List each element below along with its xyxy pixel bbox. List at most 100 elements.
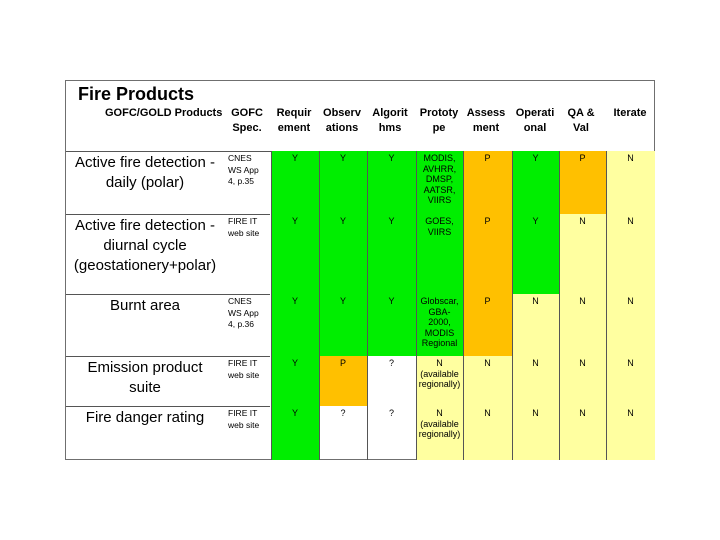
cell-fill [606, 151, 655, 460]
column-header: GOFC Spec. [207, 106, 287, 136]
status-value: N [579, 408, 586, 418]
prototype-value: Globscar, [420, 296, 459, 306]
status-value: N [579, 358, 586, 368]
status-value: Y [339, 153, 346, 163]
column-header-line: Observ [323, 107, 361, 119]
status-value: Y [388, 153, 395, 163]
spec-reference: FIRE IT [228, 358, 258, 368]
status-value: N [532, 408, 539, 418]
status-value: N [484, 408, 491, 418]
column-header-line: GOFC [231, 107, 263, 119]
status-value: ? [388, 358, 394, 368]
status-value: N [627, 216, 634, 226]
prototype-value: (available [420, 368, 459, 379]
spec-reference: CNES [228, 153, 252, 163]
column-header-line: hms [378, 122, 402, 134]
grid-line [367, 151, 368, 460]
status-value: N [627, 408, 634, 418]
status-value: Y [291, 358, 298, 368]
grid-line [463, 151, 464, 460]
column-header-line: QA & [567, 107, 595, 119]
status-value: ? [388, 408, 394, 418]
grid-line [606, 151, 607, 460]
product-name: Emission product [87, 359, 203, 376]
column-header-line: Requir [276, 107, 312, 119]
status-value: Y [388, 296, 395, 306]
prototype-value: 2000, [428, 317, 451, 327]
spec-reference: WS App [228, 307, 259, 318]
product-name: Burnt area [109, 297, 181, 314]
column-header-line: GOFC/GOLD Products [105, 107, 223, 119]
spec-reference: WS App [228, 164, 259, 175]
prototype-value: GBA- [428, 306, 451, 317]
prototype-value: N [436, 358, 443, 368]
column-header: Assess ment [446, 106, 526, 136]
grid-line [512, 151, 513, 460]
prototype-value: Regional [421, 338, 458, 348]
cell-fill [463, 151, 512, 356]
column-header: QA & Val [541, 106, 621, 136]
status-value: N [579, 216, 586, 226]
cell-fill [559, 214, 606, 460]
status-value: P [484, 216, 491, 226]
column-header-line: Val [573, 122, 589, 134]
status-value: N [532, 296, 539, 306]
product-name: daily (polar) [105, 174, 185, 191]
grid-line [416, 151, 417, 460]
prototype-value: AVHRR, [422, 163, 457, 174]
status-value: P [484, 153, 491, 163]
column-header: Requir ement [254, 106, 334, 136]
product-name: Active fire detection - [74, 217, 216, 234]
row-separator [66, 294, 270, 295]
cell-fill [559, 151, 606, 214]
status-value: P [579, 153, 586, 163]
cell-fill [416, 356, 463, 460]
column-header-line: pe [432, 122, 446, 134]
status-value: N [484, 358, 491, 368]
column-header-line: Operati [515, 107, 555, 119]
column-header: Observ ations [302, 106, 382, 136]
status-value: P [339, 358, 346, 368]
spec-reference: 4, p.35 [228, 176, 254, 186]
column-header-line: ement [277, 122, 311, 134]
table-title: Fire Products [78, 84, 195, 104]
prototype-value: MODIS, [423, 153, 456, 163]
column-header: Algorit hms [350, 106, 430, 136]
row-separator [66, 356, 270, 357]
product-name: suite [129, 379, 161, 396]
status-value: N [579, 296, 586, 306]
prototype-value: N [436, 408, 443, 418]
status-value: ? [340, 408, 346, 418]
prototype-value: VIIRS [427, 195, 452, 205]
status-value: Y [532, 216, 539, 226]
column-header-line: Iterate [613, 107, 647, 119]
spec-reference: FIRE IT [228, 216, 258, 226]
status-value: Y [291, 408, 298, 418]
spec-reference: web site [228, 369, 260, 380]
prototype-value: VIIRS [427, 226, 452, 237]
column-header-line: Spec. [232, 122, 262, 134]
cell-fill [512, 151, 559, 294]
status-value: Y [291, 216, 298, 226]
grid-line [319, 151, 320, 460]
column-header: Iterate [590, 106, 670, 121]
status-value: Y [339, 216, 346, 226]
spec-reference: web site [228, 419, 260, 430]
prototype-value: DMSP, [425, 174, 454, 184]
status-value: N [627, 153, 634, 163]
prototype-value: GOES, [425, 216, 454, 226]
product-name: Active fire detection - [74, 154, 216, 171]
column-header-line: Assess [466, 107, 506, 119]
prototype-value: regionally) [418, 379, 461, 389]
spec-reference: web site [228, 227, 260, 238]
status-value: N [532, 358, 539, 368]
column-header-line: Prototy [419, 107, 459, 119]
column-header-line: Algorit [372, 107, 408, 119]
cell-fill [271, 356, 319, 460]
status-value: Y [291, 153, 298, 163]
column-header-line: ment [472, 122, 500, 134]
spec-reference: 4, p.36 [228, 319, 254, 329]
row-separator [66, 214, 270, 215]
column-header: GOFC/GOLD Products [105, 106, 223, 121]
grid-line [271, 151, 272, 460]
